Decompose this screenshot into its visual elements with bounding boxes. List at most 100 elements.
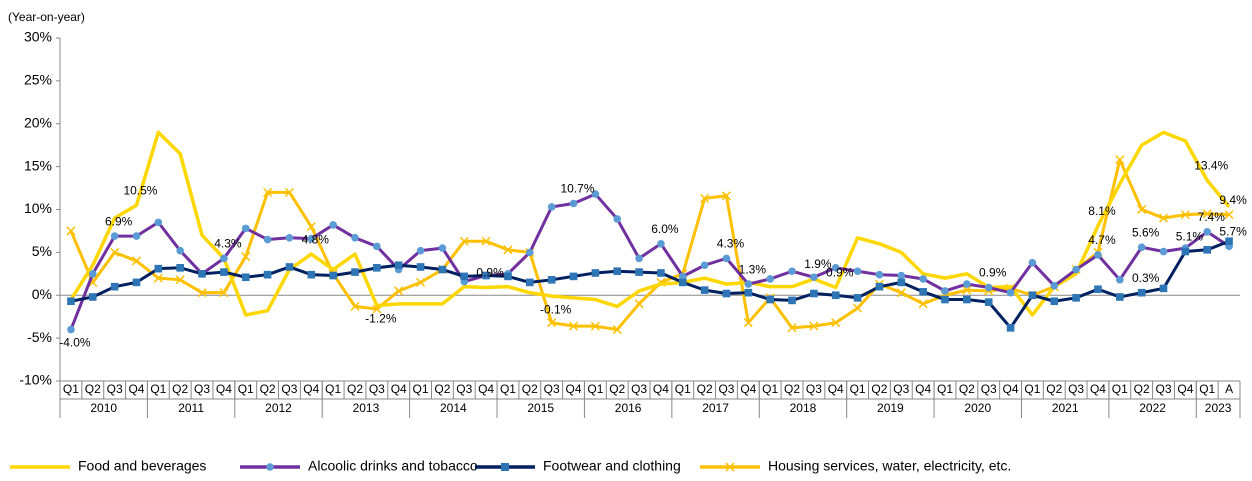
point <box>1203 227 1212 236</box>
point <box>875 270 884 279</box>
point <box>831 291 840 300</box>
point <box>809 321 819 331</box>
point <box>853 294 862 302</box>
point <box>722 254 731 263</box>
point <box>1180 210 1190 220</box>
point <box>351 233 359 242</box>
year-label: 2011 <box>178 401 204 415</box>
point <box>110 282 119 291</box>
year-label: 2017 <box>702 401 729 415</box>
point <box>241 252 251 262</box>
x-tick-label: Q1 <box>1112 382 1128 396</box>
point <box>1050 297 1059 306</box>
y-tick-label: 10% <box>24 200 52 216</box>
point <box>329 221 337 229</box>
point <box>963 295 971 304</box>
x-tick-label: Q3 <box>631 382 647 396</box>
x-tick-label: Q1 <box>1024 382 1040 396</box>
point <box>1137 204 1147 215</box>
point <box>657 240 665 248</box>
point <box>569 272 578 281</box>
x-tick-label: Q3 <box>194 382 210 396</box>
point <box>547 203 556 211</box>
point <box>263 187 273 197</box>
point <box>1116 293 1124 301</box>
series-line <box>69 130 1231 317</box>
point <box>984 298 993 306</box>
x-tick-label: Q1 <box>325 382 341 396</box>
x-tick-label: Q2 <box>959 382 975 396</box>
legend-label: Alcoolic drinks and tobacco <box>308 458 478 474</box>
point <box>919 288 927 296</box>
data-label: 6.9% <box>105 214 133 228</box>
point <box>438 265 447 274</box>
point <box>154 218 163 227</box>
y-tick-label: 5% <box>32 243 52 259</box>
year-label: 2010 <box>90 401 117 415</box>
point <box>198 270 206 278</box>
y-axis-title: (Year-on-year) <box>8 10 85 24</box>
x-tick-label: Q2 <box>697 382 713 396</box>
point <box>263 235 272 244</box>
data-label: -4.0% <box>59 336 91 350</box>
point <box>88 293 97 301</box>
point <box>1202 209 1212 219</box>
x-tick-label: Q4 <box>915 382 931 396</box>
data-label: 7.4% <box>1198 210 1226 224</box>
point <box>853 303 863 313</box>
x-tick-label: Q2 <box>1046 382 1062 396</box>
legend-marker <box>501 463 509 471</box>
year-label: 2013 <box>353 401 380 415</box>
legend-marker <box>266 463 274 471</box>
data-label: 1.9% <box>804 257 832 271</box>
point <box>307 234 316 243</box>
y-tick-label: -10% <box>19 372 52 388</box>
legend-marker <box>725 462 735 472</box>
point <box>67 297 75 306</box>
point <box>1137 288 1146 297</box>
point <box>1158 213 1169 223</box>
x-tick-label: Q2 <box>784 382 800 396</box>
point <box>613 215 622 223</box>
x-tick-label: Q1 <box>937 382 953 396</box>
data-label: 4.3% <box>717 237 745 251</box>
x-tick-label: Q4 <box>740 382 756 396</box>
point <box>810 289 818 298</box>
point <box>1094 285 1102 294</box>
point <box>416 246 425 255</box>
point <box>984 283 993 292</box>
point <box>154 264 163 273</box>
point <box>766 275 774 283</box>
point <box>1137 243 1146 252</box>
point <box>285 263 294 271</box>
point <box>241 224 250 233</box>
data-label: 4.3% <box>214 237 242 251</box>
point <box>307 270 316 279</box>
data-label: 13.4% <box>1194 159 1228 173</box>
data-label: 6.0% <box>651 222 679 236</box>
x-tick-label: Q2 <box>609 382 625 396</box>
x-tick-label: Q3 <box>893 382 909 396</box>
y-tick-label: 0% <box>32 286 52 302</box>
x-tick-label: Q3 <box>369 382 385 396</box>
data-label: 0.3% <box>1132 271 1160 285</box>
year-label: 2021 <box>1052 401 1079 415</box>
point <box>853 267 862 276</box>
point <box>963 280 971 288</box>
x-tick-label: Q2 <box>172 382 188 396</box>
point <box>241 273 250 282</box>
series-line <box>69 192 1230 331</box>
x-tick-label: Q3 <box>107 382 123 396</box>
year-label: 2012 <box>265 401 292 415</box>
point <box>110 232 119 240</box>
point <box>613 267 622 276</box>
y-tick-label: 25% <box>24 72 52 88</box>
legend-label: Food and beverages <box>78 458 206 474</box>
year-label: 2020 <box>964 401 991 415</box>
point <box>569 199 578 208</box>
x-tick-label: Q3 <box>718 382 734 396</box>
point <box>373 264 381 272</box>
point <box>197 288 207 298</box>
data-label: 0.9% <box>826 266 854 280</box>
data-label: 10.7% <box>561 182 595 196</box>
